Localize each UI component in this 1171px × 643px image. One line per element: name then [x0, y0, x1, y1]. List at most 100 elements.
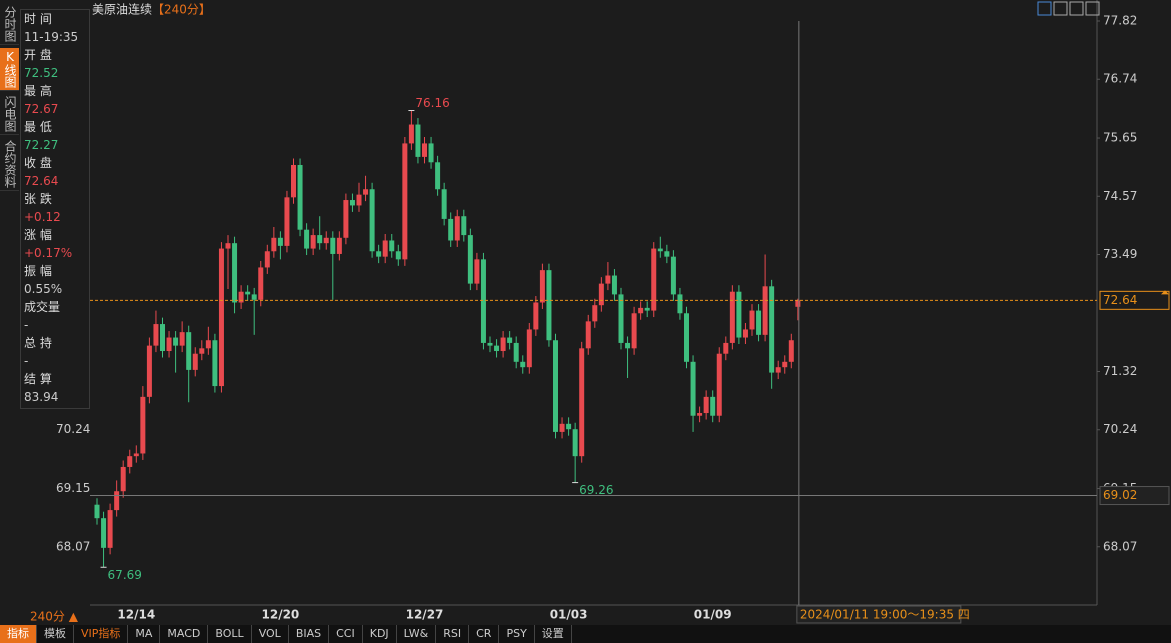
y-tick-label: 68.07: [1103, 539, 1137, 553]
candle-body: [101, 518, 107, 548]
icon[interactable]: [1085, 1, 1100, 16]
toolbar-button[interactable]: BOLL: [208, 625, 252, 643]
icon[interactable]: [1053, 1, 1068, 16]
sidebar-tab[interactable]: 合约资料: [0, 138, 19, 191]
info-label: 收 盘: [24, 156, 52, 170]
candle-body: [153, 324, 159, 346]
period-switch[interactable]: 240分 ▲: [30, 610, 79, 624]
candle-body: [330, 237, 336, 254]
icon[interactable]: [1037, 1, 1052, 16]
candle-body: [500, 337, 506, 352]
y-tick-label: 70.24: [56, 422, 90, 436]
toolbar-button[interactable]: 模板: [37, 625, 74, 643]
candle-body: [684, 313, 689, 362]
toolbar-button[interactable]: 设置: [535, 625, 572, 643]
candle-body: [356, 194, 362, 206]
candle-body: [657, 248, 663, 252]
candle-body: [310, 235, 316, 249]
last-price-label: 72.64: [1103, 293, 1137, 307]
toolbar-button[interactable]: LW&: [397, 625, 437, 643]
candle-body: [651, 248, 657, 311]
candle-body: [323, 237, 329, 244]
extreme-label: 67.69: [108, 568, 142, 582]
sidebar-tab[interactable]: 闪电图: [0, 94, 19, 135]
candle-body: [461, 216, 467, 236]
candle-body: [605, 275, 611, 284]
candle-body: [703, 396, 709, 414]
candle-body: [553, 340, 558, 432]
candle-body: [277, 237, 283, 246]
candle-body: [474, 259, 480, 284]
candle-body: [513, 342, 519, 362]
toolbar-button[interactable]: CR: [469, 625, 500, 643]
candle-body: [467, 235, 473, 284]
info-value: 72.52: [24, 66, 59, 80]
info-value: +0.17%: [24, 246, 73, 260]
toolbar-button[interactable]: MACD: [160, 625, 209, 643]
sidebar-tab[interactable]: K线图: [0, 48, 19, 91]
toolbar: 指标 模板 VIP指标 MA MACD BOLL VOL BIAS CCI KDJ LW& RSI CR…: [0, 625, 1171, 643]
info-label: 最 低: [24, 120, 52, 134]
candle-body: [441, 189, 447, 219]
candle-body: [533, 302, 539, 330]
toolbar-button[interactable]: VIP指标: [74, 625, 129, 643]
toolbar-button[interactable]: PSY: [499, 625, 535, 643]
info-value: 72.64: [24, 174, 59, 188]
y-tick-label: 70.24: [1103, 422, 1137, 436]
candle-body: [238, 291, 244, 303]
sidebar-tab[interactable]: 分时图: [0, 4, 19, 45]
candle-body: [644, 307, 650, 311]
candle-body: [291, 164, 296, 198]
toolbar-button[interactable]: CCI: [329, 625, 363, 643]
candle-body: [363, 189, 369, 195]
toolbar-icons: [1037, 1, 1100, 16]
candle-body: [186, 332, 192, 370]
candle-body: [769, 286, 775, 373]
extreme-label: 69.26: [579, 483, 613, 497]
candle-body: [369, 189, 375, 252]
crosshair-x-label: 2024/01/11 19:00～19:35 四: [800, 608, 970, 622]
candle-body: [756, 310, 762, 335]
info-label: 涨 幅: [24, 228, 52, 242]
candle-body: [114, 491, 120, 511]
candle-body: [585, 321, 591, 349]
candle-body: [428, 143, 434, 163]
info-label: 结 算: [24, 372, 52, 386]
candle-body: [775, 367, 781, 373]
info-value: +0.12: [24, 210, 61, 224]
candle-body: [782, 361, 788, 368]
toolbar-button[interactable]: VOL: [252, 625, 289, 643]
candle-body: [232, 243, 238, 303]
info-label: 振 幅: [24, 264, 52, 278]
info-value: 83.94: [24, 390, 59, 404]
icon[interactable]: [1069, 1, 1084, 16]
info-value: -: [24, 318, 29, 332]
y-tick-label: 69.15: [56, 481, 90, 495]
toolbar-button[interactable]: MA: [128, 625, 161, 643]
candle-body: [762, 286, 768, 335]
info-label: 成交量: [24, 300, 61, 314]
candle-body: [415, 124, 421, 157]
toolbar-button[interactable]: 指标: [0, 625, 37, 643]
candle-body: [638, 307, 644, 314]
candle-body: [402, 143, 408, 260]
candle-body: [205, 340, 211, 349]
candle-body: [146, 345, 152, 397]
candle-body: [389, 240, 395, 252]
candle-body: [382, 240, 388, 257]
candle-body: [690, 361, 696, 416]
candle-body: [264, 251, 270, 268]
y-tick-label: 76.74: [1103, 72, 1137, 86]
last-price-arrow: [1161, 290, 1169, 295]
toolbar-button[interactable]: BIAS: [289, 625, 330, 643]
candle-body: [271, 237, 277, 252]
y-tick-label: 71.32: [1103, 364, 1137, 378]
candle-body: [245, 291, 251, 295]
toolbar-button[interactable]: KDJ: [363, 625, 397, 643]
last-price-box: [1099, 290, 1170, 310]
candle-body: [487, 342, 493, 346]
period: 【240分】: [152, 3, 211, 17]
candle-body: [598, 283, 604, 306]
toolbar-button[interactable]: RSI: [436, 625, 470, 643]
